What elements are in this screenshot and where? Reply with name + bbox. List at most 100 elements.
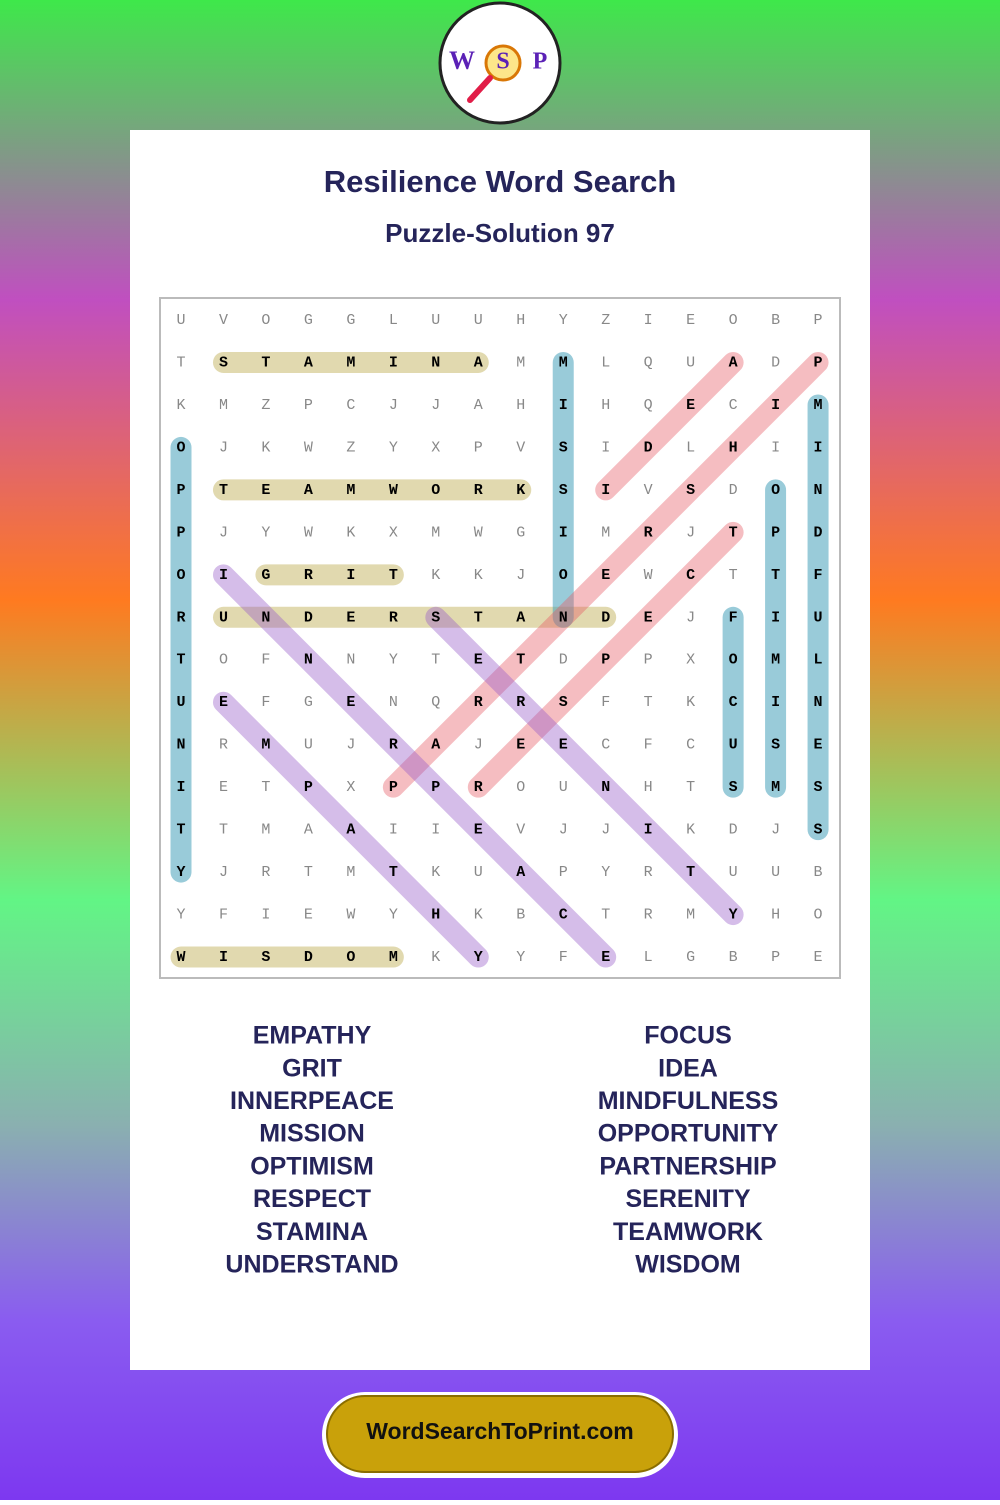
word-list-item: SERENITY — [625, 1185, 750, 1213]
grid-letter: S — [729, 779, 738, 796]
logo-handle — [467, 75, 493, 103]
grid-letter: Y — [516, 949, 525, 966]
grid-letter: X — [346, 779, 355, 796]
grid-letter: U — [431, 312, 440, 329]
grid-letter: K — [474, 567, 483, 584]
grid-letter: M — [346, 354, 355, 371]
grid-letter: Y — [389, 907, 398, 924]
grid-letter: O — [516, 779, 525, 796]
solution-highlight — [212, 564, 617, 968]
grid-letter: O — [176, 439, 185, 456]
grid-letter: O — [814, 907, 823, 924]
grid-letter: T — [261, 779, 270, 796]
solution-highlight — [425, 606, 744, 926]
grid-letter: E — [686, 397, 695, 414]
grid-letter: A — [304, 354, 313, 371]
grid-letter: W — [474, 524, 483, 541]
grid-letter: D — [771, 354, 780, 371]
grid-letter: B — [516, 907, 525, 924]
grid-letter: C — [559, 907, 568, 924]
grid-letter: S — [559, 694, 568, 711]
grid-letter: T — [219, 482, 228, 499]
word-list-item: IDEA — [658, 1054, 718, 1082]
grid-letter: Q — [644, 397, 653, 414]
grid-letter: T — [644, 694, 653, 711]
word-list-item: TEAMWORK — [613, 1218, 763, 1246]
grid-letter: S — [261, 949, 270, 966]
grid-letter: F — [729, 609, 738, 626]
grid-letter: N — [559, 609, 568, 626]
grid-letter: S — [686, 482, 695, 499]
footer-pill — [326, 1395, 674, 1473]
grid-letter: E — [346, 694, 355, 711]
grid-letter: J — [474, 737, 483, 754]
grid-letter: J — [559, 822, 568, 839]
grid-letter: H — [729, 439, 738, 456]
solution-highlight — [595, 351, 744, 501]
grid-letter: P — [559, 864, 568, 881]
grid-letter: L — [601, 354, 610, 371]
word-list-item: MINDFULNESS — [598, 1087, 779, 1115]
grid-letter: K — [686, 822, 695, 839]
grid-letter: A — [729, 354, 738, 371]
grid-letter: E — [261, 482, 270, 499]
grid-letter: T — [176, 652, 185, 669]
grid-letter: K — [516, 482, 525, 499]
solution-highlight — [382, 351, 829, 798]
grid-letter: A — [304, 822, 313, 839]
grid-letter: B — [729, 949, 738, 966]
grid-letter: Y — [389, 439, 398, 456]
grid-letter: G — [516, 524, 525, 541]
grid-letter: B — [814, 864, 823, 881]
grid-letter: N — [261, 609, 270, 626]
grid-letter: O — [176, 567, 185, 584]
grid-letter: T — [474, 609, 483, 626]
grid-letter: M — [814, 397, 823, 414]
grid-letter: E — [219, 779, 228, 796]
grid-letter: P — [644, 652, 653, 669]
grid-letter: B — [771, 312, 780, 329]
word-list-item: WISDOM — [635, 1251, 741, 1279]
grid-letter: L — [644, 949, 653, 966]
grid-letter: I — [176, 779, 185, 796]
grid-letter: U — [176, 694, 185, 711]
grid-letter: M — [516, 354, 525, 371]
grid-letter: M — [389, 949, 398, 966]
logo-letter: W — [449, 46, 475, 75]
grid-letter: R — [474, 482, 483, 499]
grid-letter: M — [431, 524, 440, 541]
grid-letter: I — [389, 822, 398, 839]
grid-letter: P — [601, 652, 610, 669]
grid-letter: W — [304, 439, 313, 456]
grid-letter: O — [729, 312, 738, 329]
grid-letter: G — [261, 567, 270, 584]
grid-letter: J — [389, 397, 398, 414]
grid-letter: D — [814, 524, 823, 541]
grid-letter: U — [729, 737, 738, 754]
grid-letter: J — [601, 822, 610, 839]
grid-letter: N — [814, 694, 823, 711]
grid-letter: Z — [261, 397, 270, 414]
grid-letter: E — [644, 609, 653, 626]
grid-letter: O — [261, 312, 270, 329]
grid-letter: Z — [601, 312, 610, 329]
grid-letter: G — [686, 949, 695, 966]
word-list-item: EMPATHY — [253, 1022, 372, 1050]
grid-letter: K — [686, 694, 695, 711]
grid-letter: R — [516, 694, 525, 711]
grid-letter: U — [729, 864, 738, 881]
grid-letter: M — [686, 907, 695, 924]
grid-letter: N — [814, 482, 823, 499]
grid-letter: K — [261, 439, 270, 456]
grid-letter: I — [601, 482, 610, 499]
word-list-item: OPTIMISM — [250, 1152, 374, 1180]
word-list-item: RESPECT — [253, 1185, 371, 1213]
grid-letter: D — [304, 949, 313, 966]
grid-letter: Y — [474, 949, 483, 966]
grid-letter: E — [474, 822, 483, 839]
grid-letter: Z — [346, 439, 355, 456]
logo-letter: P — [533, 49, 548, 75]
grid-letter: T — [389, 567, 398, 584]
grid-letter: Y — [601, 864, 610, 881]
